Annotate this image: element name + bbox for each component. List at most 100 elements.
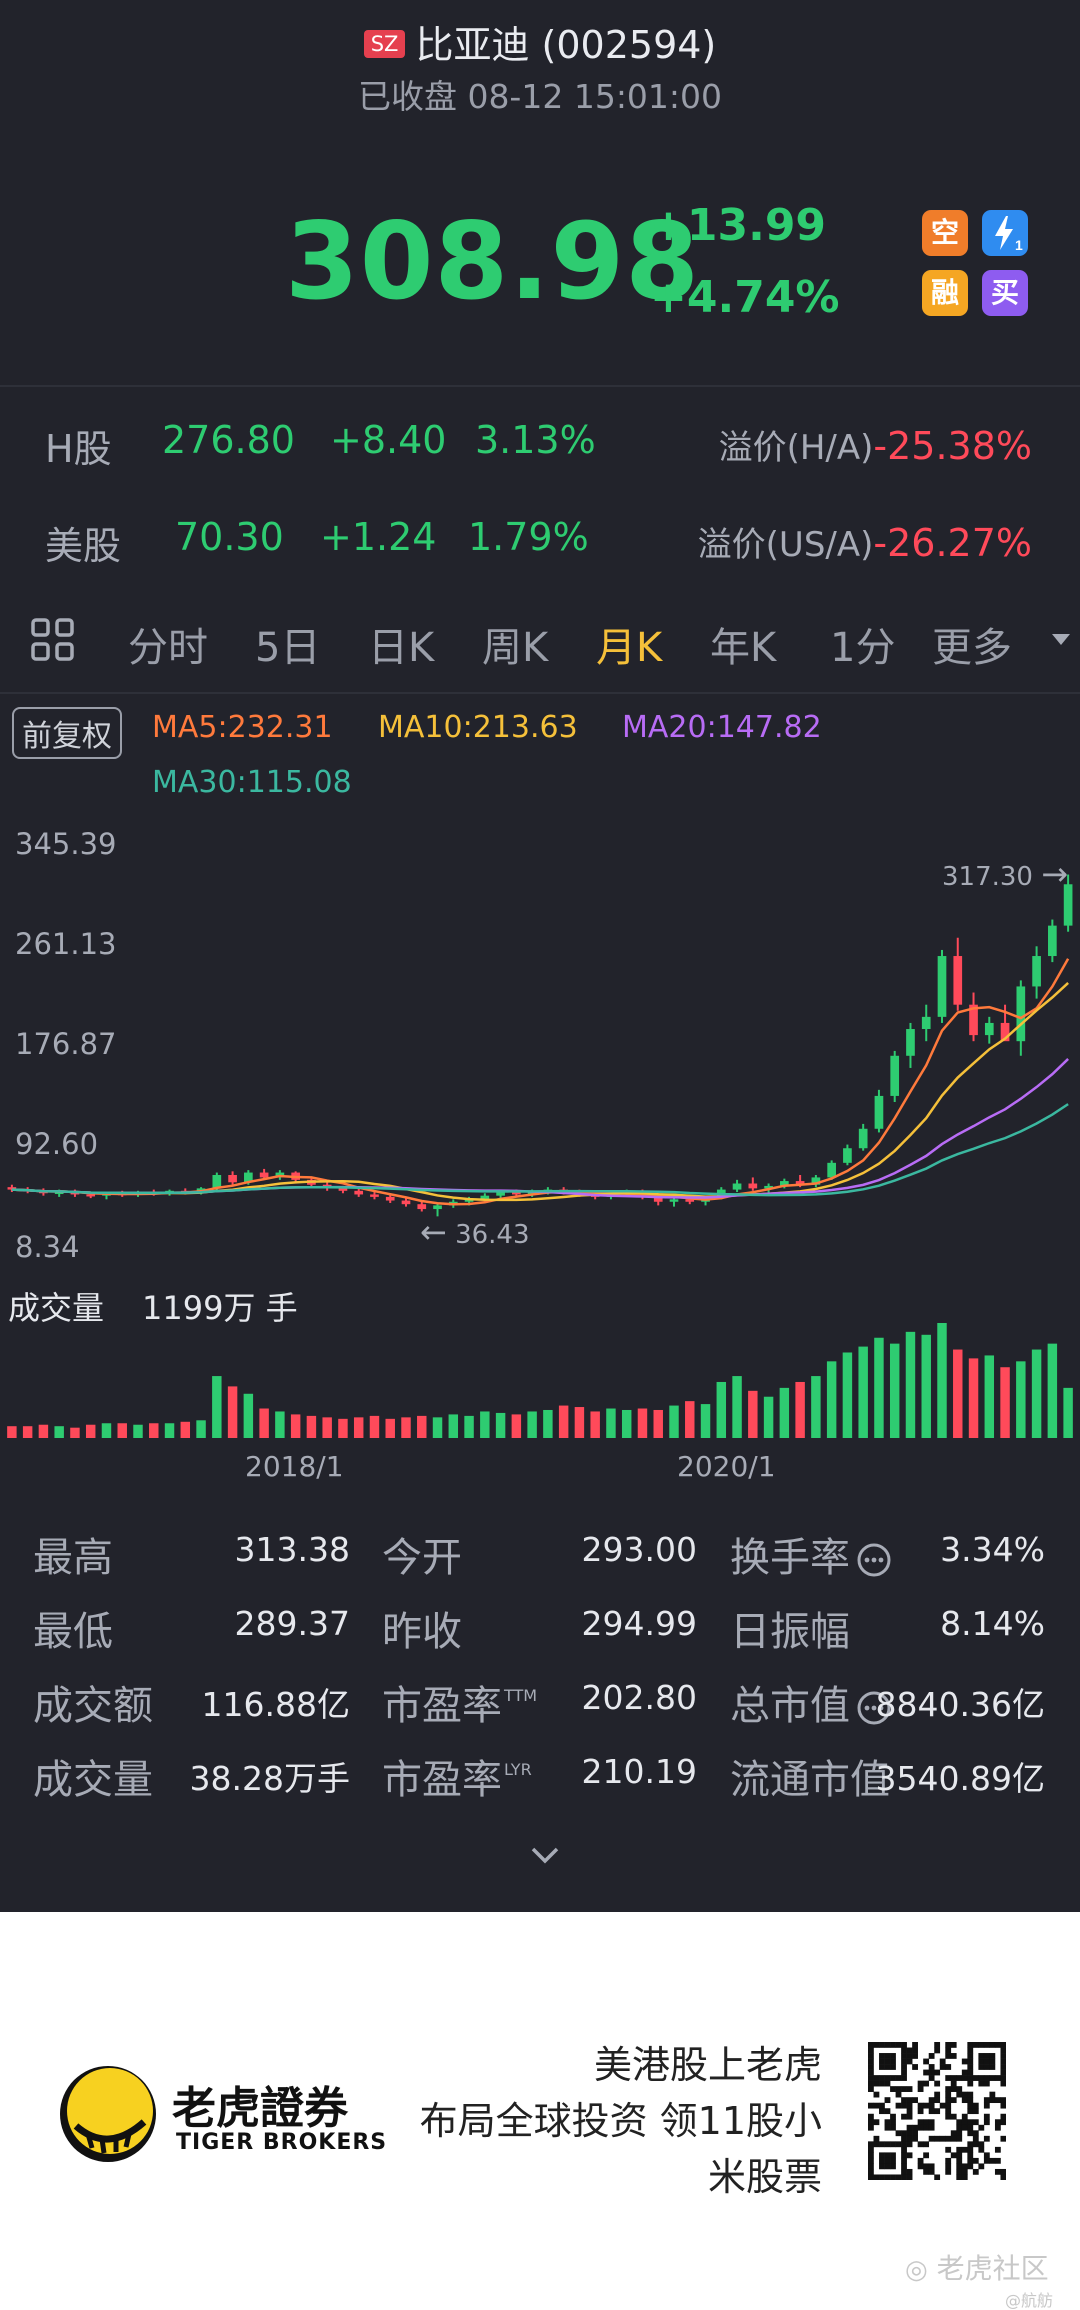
tab-yearly-k[interactable]: 年K <box>710 625 777 671</box>
volume-bar <box>306 1415 317 1438</box>
stat-label: 换手率 <box>730 1525 892 1583</box>
flash-trade-badge-icon[interactable]: 1 <box>982 210 1028 256</box>
volume-bar <box>290 1414 301 1438</box>
candle <box>1048 919 1057 963</box>
margin-badge-icon[interactable]: 融 <box>922 270 968 316</box>
volume-bar <box>133 1424 143 1438</box>
stat-label: 昨收 <box>382 1609 462 1655</box>
ma5-line <box>11 958 1070 1206</box>
volume-bar <box>905 1331 916 1438</box>
y-tick: 345.39 <box>15 827 117 861</box>
y-tick: 8.34 <box>15 1230 80 1264</box>
volume-bar <box>716 1381 727 1438</box>
volume-bar <box>1031 1349 1042 1438</box>
qr-code[interactable] <box>868 2042 1006 2180</box>
volume-bar <box>921 1334 931 1438</box>
volume-bar <box>685 1401 695 1438</box>
slogan-line: 布局全球投资 领11股小 <box>419 2099 822 2143</box>
divider <box>0 385 1080 387</box>
tab-5day[interactable]: 5日 <box>255 625 321 671</box>
volume-bar <box>448 1414 459 1438</box>
stat-value: 289.37 <box>234 1604 350 1643</box>
volume-bar <box>574 1407 585 1438</box>
tab-more[interactable]: 更多 <box>932 625 1012 671</box>
tab-1min[interactable]: 1分 <box>830 625 896 671</box>
volume-bar <box>85 1424 96 1438</box>
volume-bar <box>180 1421 191 1438</box>
adjust-mode-button[interactable]: 前复权 <box>12 707 122 759</box>
expand-chevron-icon[interactable] <box>530 1845 560 1869</box>
volume-chart[interactable] <box>0 1320 1080 1440</box>
info-icon[interactable] <box>850 1683 892 1729</box>
candle <box>811 1174 821 1188</box>
buy-badge-icon[interactable]: 买 <box>982 270 1028 316</box>
candle <box>953 937 963 1011</box>
stat-value: 3.34% <box>940 1530 1045 1569</box>
volume-bar <box>748 1390 758 1438</box>
volume-bar <box>480 1411 490 1438</box>
ma20-value: MA20:147.82 <box>622 710 822 745</box>
volume-bar <box>653 1409 663 1438</box>
tab-weekly-k[interactable]: 周K <box>482 625 549 671</box>
candle <box>921 1004 931 1042</box>
stat-label: 最低 <box>33 1609 113 1655</box>
volume-bar <box>984 1355 995 1438</box>
volume-bar <box>527 1411 537 1438</box>
volume-bar <box>511 1414 522 1438</box>
volume-bar <box>811 1376 821 1438</box>
stat-label: 成交量 <box>33 1757 153 1803</box>
volume-bar <box>432 1417 443 1438</box>
volume-bar <box>353 1417 364 1438</box>
divider <box>0 692 1080 694</box>
volume-bar <box>606 1408 616 1438</box>
candle <box>858 1123 868 1151</box>
volume-bar <box>1000 1367 1010 1438</box>
h-premium: 溢价(H/A)-25.38% <box>718 424 1032 468</box>
volume-bar <box>464 1415 474 1438</box>
volume-bar <box>227 1386 238 1438</box>
stat-value: 202.80 <box>581 1678 697 1717</box>
stat-label: 成交额 <box>33 1683 153 1729</box>
tab-daily-k[interactable]: 日K <box>368 625 435 671</box>
stat-value: 3540.89亿 <box>875 1759 1045 1798</box>
candle <box>354 1188 364 1197</box>
volume-bar <box>763 1396 774 1438</box>
watermark: ◎ 老虎社区 <box>905 2252 1049 2285</box>
market-badge: SZ <box>363 29 406 58</box>
candle <box>827 1160 836 1180</box>
volume-bar <box>495 1412 506 1438</box>
stat-value: 313.38 <box>234 1530 350 1569</box>
stat-value: 116.88亿 <box>201 1685 350 1724</box>
stat-value: 293.00 <box>581 1530 697 1569</box>
tab-monthly-k[interactable]: 月K <box>596 625 663 671</box>
stat-value: 8.14% <box>940 1604 1045 1643</box>
volume-bar <box>637 1408 648 1438</box>
chevron-down-icon[interactable] <box>1050 632 1072 652</box>
volume-bar <box>275 1411 285 1438</box>
stat-value: 294.99 <box>581 1604 697 1643</box>
slogan-line: 美港股上老虎 <box>593 2043 822 2087</box>
stock-code: (002594) <box>541 23 717 67</box>
stat-label: 市盈率 TTM <box>382 1683 538 1729</box>
h-share-pct: 3.13% <box>475 418 596 462</box>
grid-menu-icon[interactable] <box>30 617 76 667</box>
volume-bar <box>1047 1343 1058 1438</box>
info-icon[interactable] <box>850 1535 892 1581</box>
y-tick: 92.60 <box>15 1127 99 1161</box>
volume-bar <box>417 1415 427 1438</box>
candle <box>874 1089 884 1133</box>
stat-value: 38.28万手 <box>189 1759 350 1798</box>
y-tick: 261.13 <box>15 927 117 961</box>
h-share-label: H股 <box>45 427 112 471</box>
ma30-line <box>11 1103 1069 1197</box>
short-sell-badge-icon[interactable]: 空 <box>922 210 968 256</box>
candlestick-chart[interactable] <box>0 840 1080 1260</box>
ma20-line <box>11 1058 1069 1199</box>
us-share-change: +1.24 <box>320 515 437 559</box>
volume-bar <box>322 1417 332 1438</box>
candle <box>1063 874 1073 932</box>
candle <box>732 1179 742 1193</box>
stat-label: 总市值 <box>730 1673 892 1731</box>
tab-intraday[interactable]: 分时 <box>128 625 208 671</box>
candle <box>984 1016 994 1044</box>
